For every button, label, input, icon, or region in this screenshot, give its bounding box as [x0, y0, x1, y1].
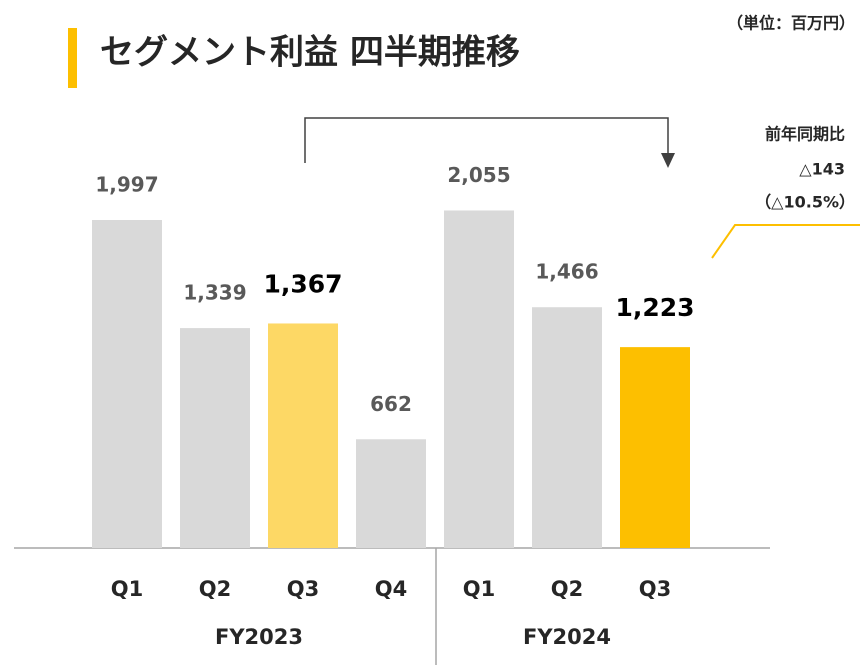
value-label: 1,223	[615, 293, 694, 322]
comparison-arrowhead	[661, 153, 675, 168]
bar	[444, 210, 514, 549]
unit-label: （単位：百万円）	[727, 14, 855, 33]
bar	[532, 307, 602, 548]
value-label: 1,367	[263, 269, 342, 298]
bar	[180, 328, 250, 548]
bar	[620, 347, 690, 548]
x-tick-label: Q3	[287, 577, 319, 601]
value-label: 1,339	[183, 281, 246, 305]
x-tick-label: Q1	[463, 577, 495, 601]
annotation-leader	[711, 224, 860, 259]
x-tick-label: Q4	[375, 577, 407, 601]
bar	[268, 323, 338, 548]
group-label: FY2023	[215, 625, 303, 649]
x-tick-label: Q3	[639, 577, 671, 601]
annotation-change: △143	[799, 160, 845, 179]
comparison-bracket	[304, 117, 669, 163]
title-accent	[68, 28, 77, 88]
x-tick-label: Q1	[111, 577, 143, 601]
value-label: 662	[370, 392, 412, 416]
bar	[356, 439, 426, 548]
chart-title: セグメント利益 四半期推移	[100, 33, 520, 73]
group-label: FY2024	[523, 625, 611, 649]
value-label: 2,055	[447, 163, 510, 187]
x-tick-label: Q2	[551, 577, 583, 601]
annotation-heading: 前年同期比	[765, 125, 845, 144]
annotation-change-pct: （△10.5%）	[755, 193, 855, 212]
bar	[92, 220, 162, 548]
value-label: 1,466	[535, 260, 598, 284]
value-label: 1,997	[95, 173, 158, 197]
x-tick-label: Q2	[199, 577, 231, 601]
